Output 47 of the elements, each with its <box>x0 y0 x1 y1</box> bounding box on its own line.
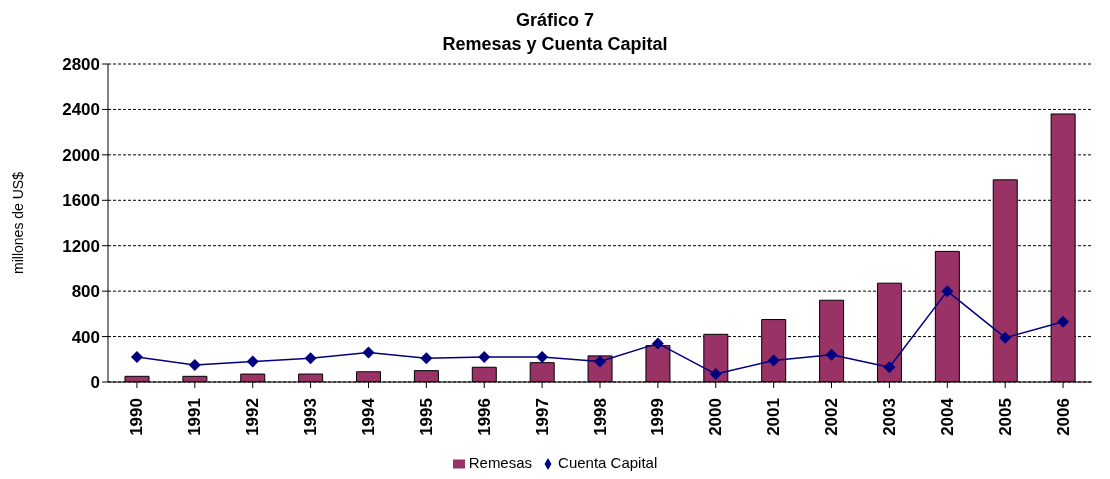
x-tick-label: 2000 <box>706 398 726 436</box>
x-tick-label: 1993 <box>301 398 321 436</box>
point <box>130 351 143 364</box>
x-tick-label: 1998 <box>590 398 610 436</box>
legend-label: Cuenta Capital <box>558 454 658 471</box>
chart-title: Gráfico 7 <box>515 9 595 32</box>
x-tick-label: 1997 <box>532 398 552 436</box>
x-tick-label: 1996 <box>474 398 494 436</box>
x-tick-label: 1992 <box>243 398 263 436</box>
chart-subtitle: Remesas y Cuenta Capital <box>441 33 669 56</box>
x-tick-label: 2004 <box>937 397 957 436</box>
point <box>188 358 201 371</box>
point <box>362 346 375 359</box>
point <box>1057 315 1070 328</box>
point <box>594 355 606 368</box>
y-tick-label: 1600 <box>62 191 100 211</box>
x-tick-label: 1999 <box>648 398 668 436</box>
point <box>304 352 317 365</box>
point <box>941 285 954 298</box>
x-tick-label: 2001 <box>764 398 784 436</box>
y-tick-label: 800 <box>71 282 100 302</box>
point <box>883 361 896 374</box>
point <box>999 331 1012 344</box>
x-tick-label: 1994 <box>358 397 378 436</box>
x-tick-label: 1990 <box>127 398 147 436</box>
x-tick-label: 2005 <box>995 398 1015 436</box>
x-tick-label: 2002 <box>822 398 842 436</box>
point <box>420 352 433 365</box>
y-tick-label: 400 <box>71 327 100 347</box>
point <box>651 337 664 350</box>
point <box>536 351 549 364</box>
y-tick-label: 1200 <box>62 236 100 256</box>
y-tick-label: 2000 <box>62 145 100 165</box>
point <box>709 368 722 381</box>
x-tick-label: 1991 <box>185 398 205 436</box>
point <box>246 355 259 368</box>
point <box>478 351 491 364</box>
x-tick-label: 2003 <box>879 398 899 436</box>
x-tick-label: 2006 <box>1053 398 1073 436</box>
y-tick-label: 2400 <box>62 100 100 120</box>
y-axis-title: millones de US$ <box>9 171 26 274</box>
y-tick-label: 2800 <box>62 55 100 75</box>
legend-label: Remesas <box>468 454 533 471</box>
point <box>825 348 838 361</box>
y-tick-label: 0 <box>90 373 100 393</box>
point <box>767 354 780 367</box>
x-tick-label: 1995 <box>416 398 436 436</box>
